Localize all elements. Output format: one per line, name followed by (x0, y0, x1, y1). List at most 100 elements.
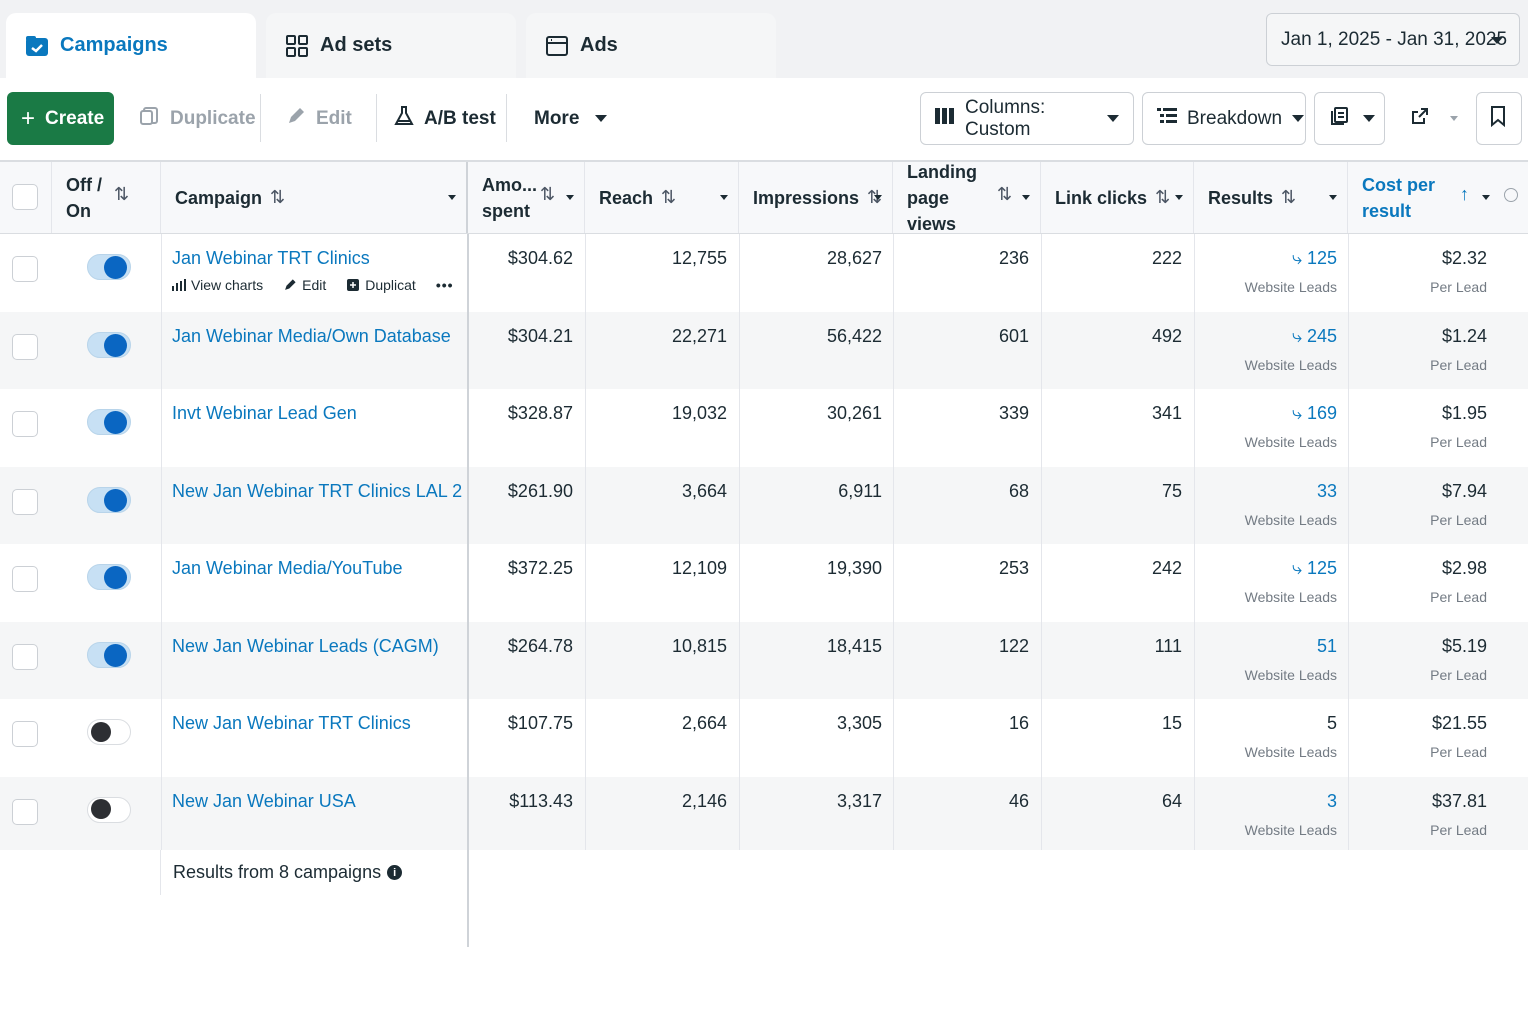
chevron-down-icon[interactable] (1022, 195, 1030, 200)
cell-cost-per-result: $2.32 (1441, 248, 1487, 268)
date-range-picker[interactable]: Jan 1, 2025 - Jan 31, 2025 (1266, 13, 1520, 66)
breakdown-button[interactable]: Breakdown (1142, 92, 1306, 145)
header-landing-page-views[interactable]: Landing page views ⇅ (893, 162, 1041, 234)
header-off-on[interactable]: Off / On ⇅ (52, 162, 161, 233)
header-reach[interactable]: Reach ⇅ (585, 162, 739, 233)
table-row[interactable]: New Jan Webinar Leads (CAGM) $264.78 10,81… (0, 621, 1528, 699)
tab-ad-sets[interactable]: Ad sets (266, 13, 516, 78)
more-button[interactable]: More (520, 92, 621, 145)
sort-icon[interactable]: ⇅ (1281, 187, 1297, 207)
ab-test-button[interactable]: A/B test (380, 92, 510, 145)
row-checkbox[interactable] (12, 256, 38, 282)
edit-action[interactable]: Edit (283, 277, 326, 293)
campaign-name-link[interactable]: New Jan Webinar Leads (CAGM) (172, 635, 439, 656)
cost-per-result-unit: Per Lead (1430, 589, 1487, 605)
header-link-clicks[interactable]: Link clicks ⇅ (1041, 162, 1194, 233)
edit-label: Edit (316, 107, 352, 129)
cell-results[interactable]: 33 (1317, 481, 1337, 502)
edit-button[interactable]: Edit (272, 92, 366, 145)
chevron-down-icon[interactable] (874, 195, 882, 200)
cell-lpv: 68 (1008, 480, 1029, 501)
reports-button[interactable] (1314, 92, 1385, 145)
campaign-toggle[interactable] (87, 331, 131, 358)
results-value: 51 (1316, 635, 1337, 656)
row-checkbox[interactable] (12, 566, 38, 592)
cell-cost-per-result: $1.24 (1441, 325, 1487, 346)
campaign-name-link[interactable]: Jan Webinar Media/Own Database (172, 325, 451, 346)
sort-icon[interactable]: ⇅ (661, 187, 677, 207)
view-charts-action[interactable]: View charts (172, 277, 263, 293)
more-options-icon[interactable]: ••• (435, 277, 454, 293)
cell-results[interactable]: 51 (1317, 636, 1337, 657)
column-divider (161, 234, 162, 851)
campaign-toggle[interactable] (87, 486, 131, 513)
cell-results[interactable]: ⤷ 125 (1292, 558, 1337, 579)
table-row[interactable]: New Jan Webinar TRT Clinics LAL 2 $261.90… (0, 466, 1528, 544)
campaign-name-link[interactable]: New Jan Webinar TRT Clinics (172, 713, 411, 733)
header-amount-spent[interactable]: Amo... spent ⇅ (468, 162, 585, 233)
row-checkbox[interactable] (12, 643, 38, 670)
campaign-name-link[interactable]: Jan Webinar TRT Clinics (172, 248, 370, 268)
tab-campaigns[interactable]: Campaigns (6, 13, 256, 78)
chevron-down-icon[interactable] (448, 195, 456, 200)
duplicate-button[interactable]: Duplicate (124, 92, 270, 145)
table-row[interactable]: New Jan Webinar TRT Clinics $107.75 2,664 3… (0, 699, 1528, 777)
select-all-checkbox[interactable] (12, 184, 38, 210)
bar-chart-icon (172, 279, 186, 291)
campaign-toggle[interactable] (87, 796, 131, 823)
chevron-down-icon[interactable] (1175, 195, 1183, 200)
campaign-toggle[interactable] (87, 719, 131, 745)
header-impressions[interactable]: Impressions ⇅ (739, 162, 893, 233)
sort-icon[interactable]: ⇅ (997, 184, 1013, 204)
cell-reach: 22,271 (671, 325, 727, 346)
table-row[interactable]: Jan Webinar Media/Own Database $304.21 22,… (0, 311, 1528, 389)
header-results[interactable]: Results ⇅ (1194, 162, 1348, 233)
export-button[interactable] (1396, 92, 1476, 145)
table-row[interactable]: Invt Webinar Lead Gen $328.87 19,032 30,261… (0, 389, 1528, 467)
chevron-down-icon[interactable] (720, 195, 728, 200)
sort-ascending-icon[interactable]: ↑ (1460, 184, 1469, 204)
row-checkbox[interactable] (12, 488, 38, 515)
cell-results[interactable]: ⤷ 125 (1292, 248, 1337, 269)
chevron-down-icon (1450, 116, 1458, 121)
header-cost-per-result[interactable]: Cost per result ↑ (1348, 162, 1528, 233)
table-row[interactable]: Jan Webinar Media/YouTube $372.25 12,109 19… (0, 544, 1528, 622)
cell-impressions: 28,627 (826, 248, 882, 268)
row-checkbox[interactable] (12, 721, 38, 747)
sort-icon[interactable]: ⇅ (540, 184, 556, 204)
row-checkbox[interactable] (12, 333, 38, 360)
sort-icon[interactable]: ⇅ (270, 187, 286, 207)
cell-results[interactable]: ⤷ 245 (1292, 326, 1337, 347)
chevron-down-icon[interactable] (566, 195, 574, 200)
pencil-icon (285, 279, 296, 290)
info-icon[interactable]: i (387, 865, 403, 880)
header-label: Off / On (66, 174, 102, 221)
sort-icon[interactable]: ⇅ (1155, 187, 1171, 207)
campaign-name-link[interactable]: New Jan Webinar USA (172, 790, 356, 811)
table-row[interactable]: Jan Webinar TRT Clinics View charts Edit Du… (0, 234, 1528, 312)
duplicate-action[interactable]: Duplicat (346, 277, 416, 293)
campaign-toggle[interactable] (87, 641, 131, 668)
header-campaign[interactable]: Campaign ⇅ (161, 162, 468, 233)
campaign-name-link[interactable]: Jan Webinar Media/YouTube (172, 558, 403, 578)
sort-icon[interactable]: ⇅ (114, 184, 130, 204)
campaign-toggle[interactable] (87, 564, 131, 590)
campaign-toggle[interactable] (87, 254, 131, 280)
campaign-toggle[interactable] (87, 409, 131, 435)
tab-ads[interactable]: Ads (526, 13, 776, 78)
info-icon[interactable] (1504, 188, 1518, 202)
row-checkbox[interactable] (12, 798, 38, 825)
reports-icon (1329, 106, 1349, 132)
chevron-down-icon[interactable] (1329, 195, 1337, 200)
bookmark-button[interactable] (1476, 92, 1522, 145)
cell-results[interactable]: ⤷ 169 (1292, 403, 1337, 424)
cell-lpv: 16 (1008, 713, 1029, 733)
columns-button[interactable]: Columns: Custom (920, 92, 1134, 145)
campaign-name-link[interactable]: New Jan Webinar TRT Clinics LAL 2 (172, 480, 463, 501)
create-button[interactable]: + Create (7, 92, 114, 145)
campaign-name-link[interactable]: Invt Webinar Lead Gen (172, 403, 357, 423)
table-row[interactable]: New Jan Webinar USA $113.43 2,146 3,317 46 64… (0, 776, 1528, 854)
cell-results[interactable]: 3 (1327, 791, 1337, 812)
row-checkbox[interactable] (12, 411, 38, 437)
chevron-down-icon[interactable] (1482, 195, 1490, 200)
